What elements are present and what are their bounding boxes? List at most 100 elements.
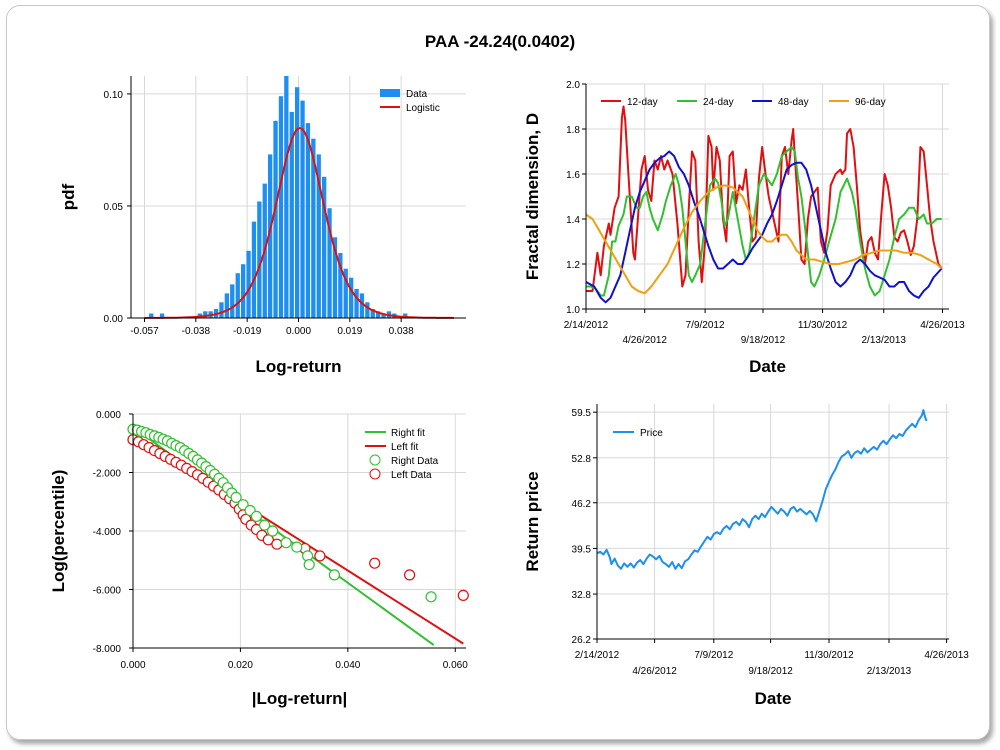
x-tick-label: 4/26/2013 — [924, 650, 969, 661]
scatter-point — [328, 569, 340, 581]
histogram-bar — [241, 264, 246, 318]
histogram-bar — [230, 284, 235, 318]
x-axis-label: Date — [749, 357, 786, 376]
histogram-bar — [354, 288, 359, 318]
histogram-bar — [300, 100, 305, 318]
x-tick-label: 4/26/2012 — [632, 666, 677, 677]
y-tick-label: 52.8 — [572, 454, 592, 465]
y-tick-label: 46.2 — [572, 499, 592, 510]
legend-label: Right Data — [391, 456, 439, 467]
series-line-24-day — [586, 146, 942, 297]
histogram-bar — [224, 293, 229, 318]
legend-label: 96-day — [855, 97, 886, 108]
scatter-point — [404, 569, 416, 581]
legend-label: Data — [406, 89, 428, 100]
scatter-point — [425, 591, 437, 603]
histogram-panel: -0.057 -0.038 -0.019 0.000 0.019 0.038 0.00 0.0… — [59, 76, 466, 376]
histogram-bar — [295, 87, 300, 318]
tail-panel: 0.000 -2.000 -4.000 -6.000 -8.000 0.000 0.020 0… — [49, 410, 469, 708]
histogram-bar — [322, 176, 327, 318]
scatter-point — [250, 510, 263, 523]
legend-swatch — [369, 468, 381, 480]
x-tick-label: 4/26/2013 — [920, 320, 965, 331]
scatter-point — [271, 538, 283, 550]
histogram-bar — [370, 309, 375, 318]
x-tick-label: -0.057 — [130, 326, 159, 337]
x-tick-label: 11/30/2012 — [804, 650, 854, 661]
x-tick-label: 9/18/2012 — [748, 666, 793, 677]
histogram-bar — [278, 96, 284, 318]
histogram-bar — [289, 111, 294, 319]
y-tick-label: 1.2 — [566, 260, 580, 271]
histogram-bar — [257, 201, 262, 318]
y-tick-label: 0.05 — [104, 202, 124, 213]
y-tick-label: -4.000 — [93, 527, 122, 538]
legend-label: 24-day — [703, 97, 734, 108]
y-tick-label: 0.10 — [104, 90, 124, 101]
legend-label: Logistic — [406, 103, 440, 114]
histogram-bar — [273, 120, 278, 318]
price-panel: 26.2 32.8 39.5 46.2 52.8 59.5 2/14/2012 7/9/201… — [523, 404, 969, 708]
y-tick-label: 1.8 — [566, 125, 580, 136]
histogram-bar — [343, 268, 348, 318]
y-axis-label: pdf — [59, 183, 78, 210]
x-tick-label: 11/30/2012 — [798, 320, 848, 331]
x-tick-label: 9/18/2012 — [741, 335, 786, 346]
y-tick-label: 59.5 — [572, 408, 592, 419]
x-tick-label: -0.038 — [182, 326, 211, 337]
x-tick-label: 2/13/2013 — [867, 666, 912, 677]
histogram-bar — [235, 273, 240, 318]
scatter-point — [267, 525, 279, 537]
x-tick-label: 7/9/2012 — [686, 320, 725, 331]
x-tick-label: 2/13/2013 — [861, 335, 906, 346]
histogram-bar — [159, 313, 165, 318]
x-tick-label: 0.040 — [335, 660, 360, 671]
histogram-bar — [316, 154, 321, 318]
histogram-bar — [203, 311, 208, 318]
histogram-bar — [268, 154, 273, 318]
y-axis-label: Log(percentile) — [49, 470, 68, 593]
histogram-bar — [359, 293, 365, 318]
legend-swatch-data — [380, 89, 400, 97]
x-tick-label: 0.060 — [443, 660, 468, 671]
legend-label: 48-day — [778, 97, 809, 108]
scatter-point — [262, 534, 274, 546]
scatter-point — [259, 519, 271, 531]
x-tick-label: 0.038 — [389, 326, 414, 337]
scatter-point — [280, 537, 292, 549]
chart-frame — [6, 5, 990, 740]
histogram-bar — [365, 302, 370, 318]
y-tick-label: -8.000 — [93, 644, 122, 655]
histogram-bar — [149, 313, 154, 318]
scatter-point — [291, 541, 303, 553]
legend-label: Left fit — [391, 442, 418, 453]
scatter-point — [314, 550, 326, 562]
legend-label: Price — [640, 428, 663, 439]
histogram-bar — [219, 302, 224, 318]
scatter-point — [230, 491, 242, 503]
x-tick-label: 0.000 — [120, 660, 145, 671]
fractal-panel: 1.0 1.2 1.4 1.6 1.8 2.0 2/14/2012 7/9/2012 11/30… — [523, 80, 965, 376]
histogram-bar — [381, 313, 386, 318]
y-tick-label: 0.00 — [104, 314, 124, 325]
x-tick-label: 4/26/2012 — [622, 335, 667, 346]
y-tick-label: -2.000 — [93, 469, 122, 480]
legend-label: Right fit — [391, 428, 425, 439]
y-tick-label: 39.5 — [572, 544, 592, 555]
y-tick-label: 26.2 — [572, 635, 592, 646]
histogram-bar — [311, 138, 316, 318]
scatter-point — [369, 557, 381, 569]
histogram-bar — [349, 277, 354, 318]
x-tick-label: 0.000 — [286, 326, 311, 337]
x-tick-label: -0.019 — [233, 326, 262, 337]
scatter-point — [457, 589, 469, 602]
x-tick-label: 0.019 — [337, 326, 362, 337]
y-tick-label: -6.000 — [93, 586, 122, 597]
histogram-bar — [338, 253, 343, 318]
histogram-bar — [284, 76, 289, 318]
histogram-bar — [327, 208, 332, 318]
logistic-fit-line — [144, 127, 454, 319]
x-tick-label: 0.020 — [228, 660, 253, 671]
scatter-point — [303, 558, 315, 571]
